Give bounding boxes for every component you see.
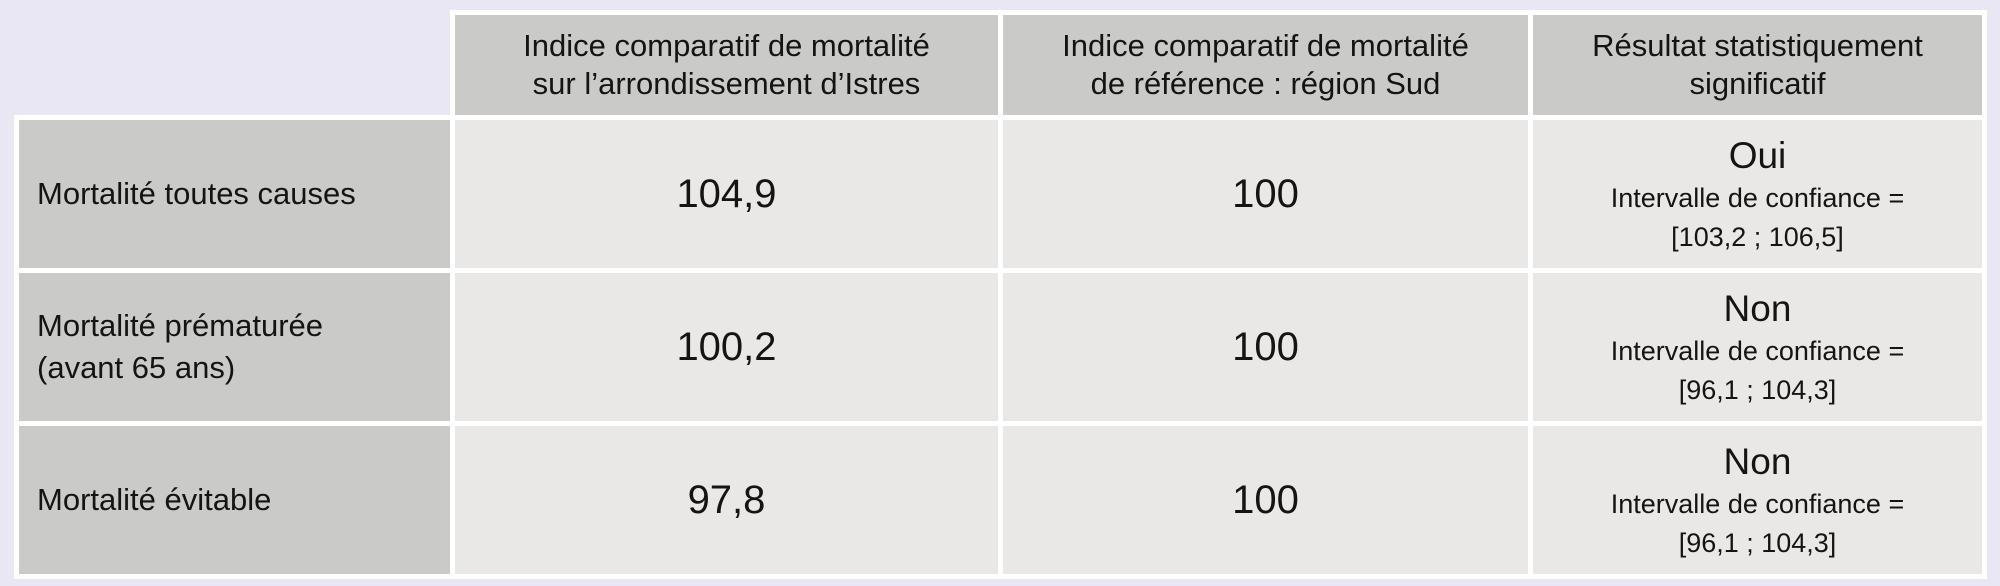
table-row-all-causes: Mortalité toutes causes 104,9 100 Oui In… <box>14 115 1987 273</box>
icm-reference-value-cell: 100 <box>998 115 1533 273</box>
header-line: significatif <box>1689 66 1826 101</box>
header-row: Indice comparatif de mortalité sur l’arr… <box>17 10 1987 120</box>
confidence-interval-value: [96,1 ; 104,3] <box>1678 527 1837 558</box>
header-cell-significance: Résultat statistiquement significatif <box>1528 10 1987 120</box>
icm-reference-value-cell: 100 <box>998 268 1533 426</box>
table-row-premature: Mortalité prématurée (avant 65 ans) 100,… <box>14 268 1987 426</box>
mortality-comparison-table: Indice comparatif de mortalité sur l’arr… <box>14 10 1987 579</box>
header-cell-icm-istres: Indice comparatif de mortalité sur l’arr… <box>450 10 1003 120</box>
row-label-cell: Mortalité évitable <box>14 421 455 579</box>
table-row-avoidable: Mortalité évitable 97,8 100 Non Interval… <box>14 421 1987 579</box>
confidence-interval-value: [103,2 ; 106,5] <box>1671 221 1844 252</box>
significance-answer: Non <box>1723 287 1792 329</box>
header-line: sur l’arrondissement d’Istres <box>532 66 921 101</box>
icm-istres-value-cell: 97,8 <box>450 421 1003 579</box>
header-line: Résultat statistiquement <box>1592 28 1923 63</box>
significance-answer: Non <box>1723 440 1792 482</box>
significance-answer: Oui <box>1728 134 1787 176</box>
header-line: Indice comparatif de mortalité <box>1062 28 1469 63</box>
significance-result-cell: Non Intervalle de confiance = [96,1 ; 10… <box>1528 421 1987 579</box>
confidence-interval-label: Intervalle de confiance = <box>1610 488 1905 519</box>
icm-reference-value-cell: 100 <box>998 421 1533 579</box>
confidence-interval-value: [96,1 ; 104,3] <box>1678 374 1837 405</box>
icm-istres-value-cell: 100,2 <box>450 268 1003 426</box>
significance-result-cell: Non Intervalle de confiance = [96,1 ; 10… <box>1528 268 1987 426</box>
header-line: Indice comparatif de mortalité <box>523 28 930 63</box>
significance-result-cell: Oui Intervalle de confiance = [103,2 ; 1… <box>1528 115 1987 273</box>
row-label-cell: Mortalité prématurée (avant 65 ans) <box>14 268 455 426</box>
row-label-cell: Mortalité toutes causes <box>14 115 455 273</box>
corner-cell <box>17 13 453 118</box>
header-cell-icm-reference: Indice comparatif de mortalité de référe… <box>998 10 1533 120</box>
icm-istres-value-cell: 104,9 <box>450 115 1003 273</box>
header-line: de référence : région Sud <box>1090 66 1441 101</box>
confidence-interval-label: Intervalle de confiance = <box>1610 182 1905 213</box>
confidence-interval-label: Intervalle de confiance = <box>1610 335 1905 366</box>
